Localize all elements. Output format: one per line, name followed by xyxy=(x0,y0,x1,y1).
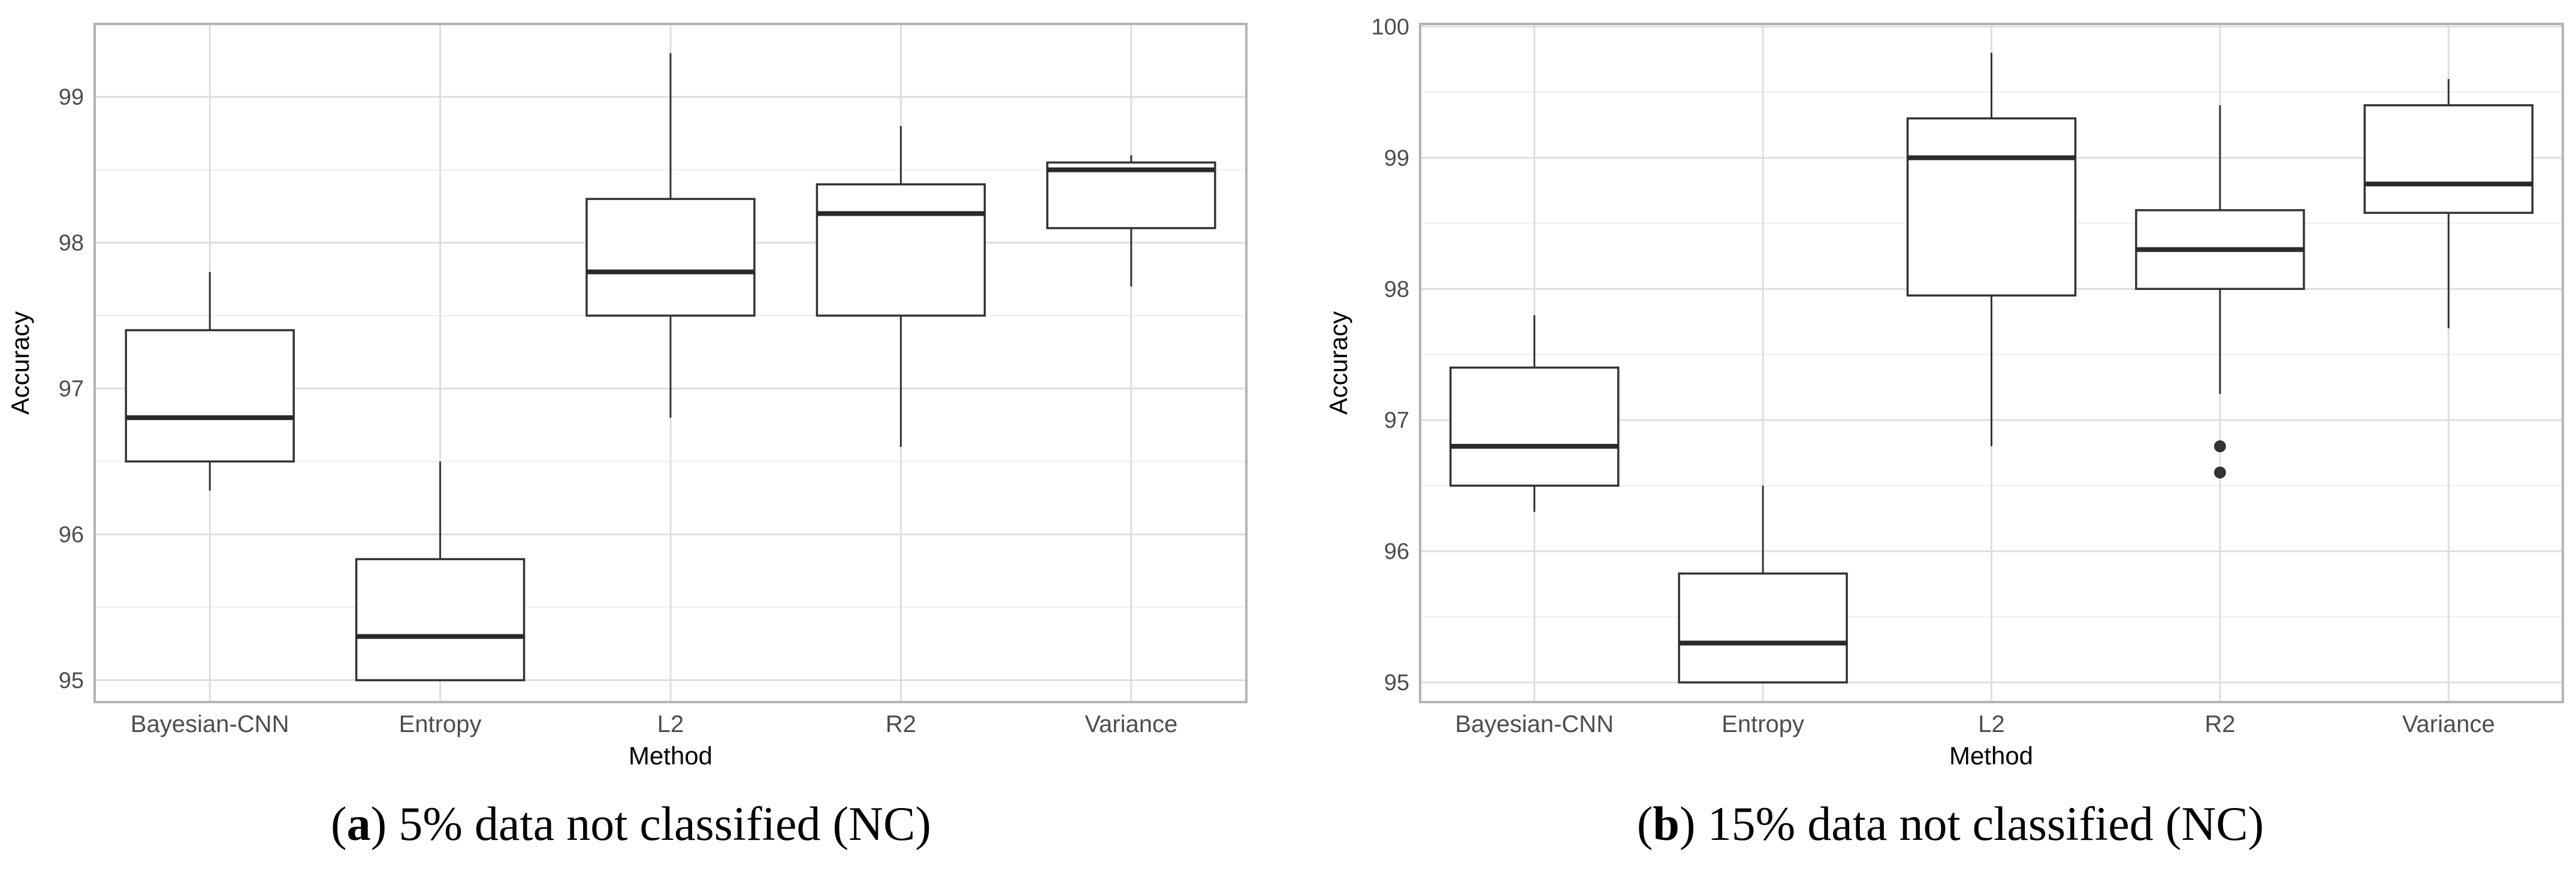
panel-a-box-l2 xyxy=(585,53,756,418)
iqr-box xyxy=(816,183,986,317)
panel-b-x-tick-label: Entropy xyxy=(1722,711,1804,737)
panel-a-y-tick-label: 95 xyxy=(59,668,84,693)
panel-b: 95 96 97 98 99 100 Bayesian-CNN Entropy L2 R2 Vari… xyxy=(1324,14,2564,851)
panel-a-x-tick-label: Variance xyxy=(1085,711,1177,737)
panel-b-box-bayesian-cnn xyxy=(1449,315,1620,512)
iqr-box xyxy=(585,198,756,317)
panel-a-x-axis-title: Method xyxy=(629,742,712,770)
panel-a-x-tick-label: Entropy xyxy=(399,711,482,737)
panel-b-y-tick-label: 96 xyxy=(1384,539,1409,564)
outlier-point xyxy=(2213,466,2226,479)
iqr-box xyxy=(1046,161,1216,229)
panel-b-caption: (b) 15% data not classified (NC) xyxy=(1637,798,2264,851)
panel-a-y-tick-label: 97 xyxy=(59,377,84,402)
panel-a-x-tick-label: Bayesian-CNN xyxy=(131,711,289,737)
panel-b-x-axis-title: Method xyxy=(1949,742,2033,770)
panel-b-x-tick-label: Variance xyxy=(2402,711,2495,737)
iqr-box xyxy=(1906,117,2077,297)
panel-a-x-tick-label: R2 xyxy=(886,711,916,737)
iqr-box xyxy=(125,329,295,463)
panel-b-caption-text: 15% data not classified (NC) xyxy=(1708,798,2264,851)
panel-a-y-axis-title: Accuracy xyxy=(6,311,34,415)
panel-a-box-variance xyxy=(1046,155,1216,287)
panel-b-x-tick-label: R2 xyxy=(2204,711,2235,737)
panel-b-y-tick-label: 100 xyxy=(1372,14,1409,40)
panel-b-x-tick-label: L2 xyxy=(1978,711,2005,737)
panel-b-box-entropy xyxy=(1678,485,1848,684)
panel-b-y-axis-title: Accuracy xyxy=(1324,311,1352,415)
panel-a-box-entropy xyxy=(355,461,526,682)
iqr-box xyxy=(355,558,526,682)
panel-a: 95 96 97 98 99 Bayesian-CNN Entropy L2 R2 Varianc… xyxy=(6,23,1248,851)
panel-a-y-tick-label: 98 xyxy=(59,231,84,256)
panel-a-caption-text: 5% data not classified (NC) xyxy=(398,798,931,851)
panel-a-y-tick-label: 99 xyxy=(59,85,84,110)
iqr-box xyxy=(1678,572,1848,684)
panel-b-y-tick-label: 95 xyxy=(1384,670,1409,695)
panel-a-caption: (a) 5% data not classified (NC) xyxy=(331,798,931,851)
panel-b-caption-label: b xyxy=(1653,798,1680,851)
panel-a-box-bayesian-cnn xyxy=(125,271,295,491)
iqr-box xyxy=(1449,366,1620,487)
iqr-box xyxy=(2363,104,2534,214)
panel-b-border xyxy=(1419,23,2564,703)
panel-a-box-r2 xyxy=(816,126,986,447)
panel-b-y-tick-label: 98 xyxy=(1384,277,1409,302)
panel-b-box-l2 xyxy=(1906,53,2077,447)
panel-b-y-tick-label: 97 xyxy=(1384,408,1409,433)
panel-a-border xyxy=(93,23,1248,703)
panel-b-box-variance xyxy=(2363,78,2534,328)
outlier-point xyxy=(2213,440,2226,453)
panel-a-x-tick-label: L2 xyxy=(657,711,684,737)
panel-b-box-r2 xyxy=(2135,105,2305,479)
panel-b-y-tick-label: 99 xyxy=(1384,146,1409,171)
panel-a-caption-label: a xyxy=(347,798,371,851)
panel-a-y-tick-label: 96 xyxy=(59,522,84,548)
panel-b-x-tick-label: Bayesian-CNN xyxy=(1455,711,1614,737)
